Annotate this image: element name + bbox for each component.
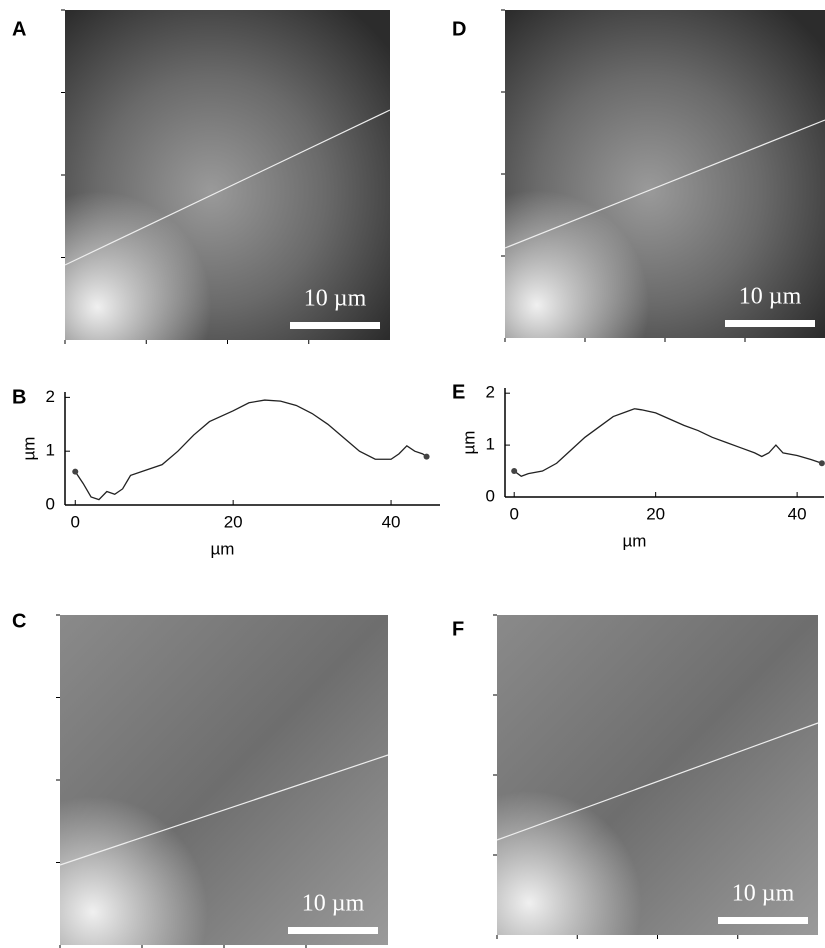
end-marker [511, 468, 518, 475]
profile-line [504, 119, 825, 249]
scale-label: 10 µm [302, 891, 365, 917]
scale-bar [288, 927, 378, 934]
micrograph-highlight [60, 615, 388, 945]
end-marker [818, 460, 825, 467]
scale-bar [290, 322, 380, 329]
y-tick-label: 0 [486, 486, 495, 505]
x-tick-label: 40 [788, 504, 807, 523]
panel-label: A [12, 18, 26, 40]
micrograph-highlight [65, 10, 390, 340]
profile-line [64, 109, 391, 266]
x-tick-label: 40 [382, 512, 401, 531]
y-axis-label: µm [459, 431, 478, 455]
end-marker [423, 453, 430, 460]
y-tick-label: 1 [486, 435, 495, 454]
x-tick-label: 0 [509, 504, 518, 523]
x-tick-label: 20 [224, 512, 243, 531]
profile-curve [74, 399, 427, 501]
panel-label: D [452, 18, 466, 40]
y-axis-label: µm [19, 437, 38, 461]
y-tick-label: 2 [46, 387, 55, 406]
micrograph-highlight [497, 615, 818, 935]
y-tick-label: 0 [46, 494, 55, 513]
y-tick-label: 2 [486, 383, 495, 402]
scale-label: 10 µm [739, 284, 802, 310]
profile-line [59, 754, 389, 866]
y-tick-label: 1 [46, 441, 55, 460]
scale-label: 10 µm [732, 881, 795, 907]
end-marker [72, 468, 79, 475]
x-tick-label: 20 [646, 504, 665, 523]
panel-label: C [12, 610, 26, 632]
scale-bar [725, 320, 815, 327]
scale-label: 10 µm [304, 286, 367, 312]
micrograph-highlight [505, 10, 825, 338]
panel-label: F [452, 618, 464, 640]
profile-line [496, 722, 819, 841]
panel-label: E [452, 381, 465, 403]
panel-label: B [12, 386, 26, 408]
profile-curve [513, 408, 823, 477]
x-tick-label: 0 [71, 512, 80, 531]
scale-bar [718, 917, 808, 924]
x-axis-label: µm [623, 531, 647, 550]
x-axis-label: µm [211, 539, 235, 558]
